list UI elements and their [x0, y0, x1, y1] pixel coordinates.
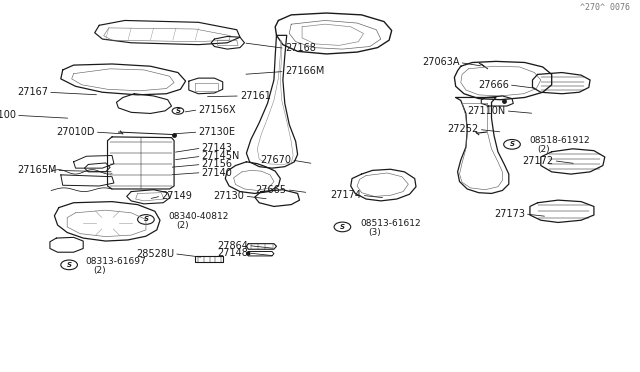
- Text: S: S: [143, 217, 148, 222]
- Text: S: S: [67, 262, 72, 268]
- Text: 27148: 27148: [218, 248, 248, 258]
- Text: 270100: 270100: [0, 110, 16, 120]
- Text: 27174: 27174: [331, 190, 362, 200]
- Text: 08518-61912: 08518-61912: [529, 136, 590, 145]
- Text: 27130E: 27130E: [198, 127, 236, 137]
- Text: S: S: [340, 224, 345, 230]
- Text: 27165M: 27165M: [17, 166, 56, 175]
- Text: 27666: 27666: [478, 80, 509, 90]
- Text: 27149: 27149: [161, 191, 192, 201]
- Text: ^270^ 0076: ^270^ 0076: [580, 3, 630, 12]
- Text: 27140: 27140: [202, 168, 232, 177]
- Text: 27143: 27143: [202, 143, 232, 153]
- Text: 27010D: 27010D: [56, 127, 95, 137]
- Text: 27063A: 27063A: [422, 58, 460, 67]
- Text: 08340-40812: 08340-40812: [168, 212, 228, 221]
- Text: 27864: 27864: [218, 241, 248, 250]
- Text: 27145N: 27145N: [202, 151, 240, 161]
- Text: 27252: 27252: [447, 125, 479, 134]
- Text: 08513-61612: 08513-61612: [360, 219, 421, 228]
- Text: 27168: 27168: [285, 44, 316, 53]
- Text: S: S: [175, 108, 180, 114]
- Text: (2): (2): [538, 145, 550, 154]
- Text: 27665: 27665: [256, 185, 287, 195]
- Text: 27166M: 27166M: [285, 67, 324, 76]
- Text: 27161: 27161: [240, 91, 271, 101]
- Text: 27172: 27172: [522, 156, 554, 166]
- Text: 27167: 27167: [17, 87, 48, 97]
- Text: 28528U: 28528U: [136, 249, 174, 259]
- Text: 27156X: 27156X: [198, 105, 236, 115]
- Text: (3): (3): [369, 228, 381, 237]
- Text: 27130: 27130: [214, 191, 244, 201]
- Text: 27110N: 27110N: [467, 106, 506, 116]
- Text: 27156: 27156: [202, 160, 232, 169]
- Text: 08313-61697: 08313-61697: [85, 257, 146, 266]
- Text: (2): (2): [177, 221, 189, 230]
- Text: 27670: 27670: [260, 155, 291, 165]
- Text: S: S: [509, 141, 515, 147]
- Text: 27173: 27173: [494, 209, 525, 219]
- Text: (2): (2): [93, 266, 106, 275]
